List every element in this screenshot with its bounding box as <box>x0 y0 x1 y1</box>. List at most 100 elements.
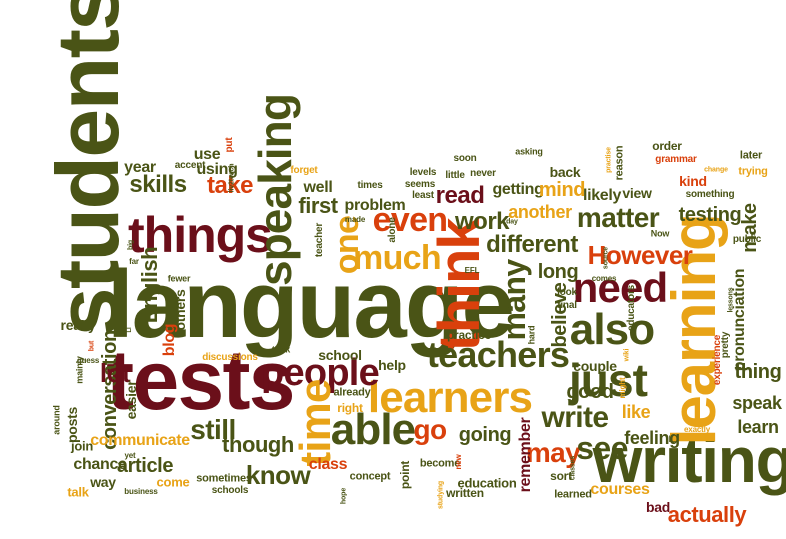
word: hard <box>526 325 537 345</box>
word: little <box>445 170 465 181</box>
word: educators <box>626 285 637 331</box>
word: LI <box>127 327 133 333</box>
word: go <box>413 414 447 445</box>
word: alone <box>387 217 398 243</box>
word: Now <box>650 228 670 239</box>
word: comes <box>591 274 617 283</box>
word: speaking <box>249 93 301 287</box>
word: really <box>60 317 96 333</box>
word: seems <box>404 179 436 190</box>
word: day <box>506 218 518 226</box>
word: big <box>127 239 135 251</box>
word: business <box>124 487 158 496</box>
word: much <box>353 239 442 277</box>
word: one <box>328 215 366 275</box>
word: using <box>196 161 238 178</box>
word: know <box>245 460 311 490</box>
word: use <box>193 146 221 163</box>
word: article <box>116 455 174 477</box>
word: need <box>572 264 669 311</box>
word: English <box>137 246 162 324</box>
word: write <box>541 401 609 434</box>
word: fewer <box>167 273 191 284</box>
word: thing <box>734 361 782 383</box>
word: times <box>357 180 383 191</box>
word: put <box>224 137 235 153</box>
word: exactly <box>683 425 711 434</box>
word: public <box>732 234 762 245</box>
word: view <box>622 185 652 201</box>
word: levels <box>409 167 437 178</box>
word: lot <box>99 358 131 388</box>
word: learners <box>367 373 533 422</box>
word: couple <box>573 358 617 374</box>
word: reason <box>613 145 626 181</box>
word: right <box>337 401 363 415</box>
word: going <box>458 424 512 446</box>
word: later <box>739 149 763 162</box>
word: took <box>271 344 291 355</box>
word: studying <box>437 480 445 510</box>
word: make <box>739 203 761 253</box>
word: courses <box>590 481 650 498</box>
word: mind <box>538 179 586 201</box>
word: talk <box>67 484 89 500</box>
word: source <box>602 246 610 270</box>
word: never <box>470 168 496 179</box>
word: bad <box>645 499 671 515</box>
word: get <box>423 345 437 356</box>
word: sort <box>550 469 572 483</box>
word: may <box>525 437 581 468</box>
word: come <box>156 474 190 490</box>
word: guess <box>76 356 100 365</box>
word: see <box>576 430 628 466</box>
word: discussions <box>202 352 258 363</box>
word: take <box>206 172 254 199</box>
word: like <box>621 402 651 422</box>
word: look <box>557 287 577 298</box>
word: year <box>124 159 156 176</box>
word: skills <box>129 171 187 198</box>
word: speak <box>732 393 782 413</box>
word: likely <box>582 187 622 204</box>
word: language <box>106 251 515 358</box>
word: able <box>330 405 416 454</box>
word: communicate <box>90 432 190 449</box>
word: feeling <box>624 428 680 448</box>
word: around <box>51 405 62 435</box>
word: sometimes <box>196 472 252 485</box>
word: least <box>412 190 434 201</box>
word: accent <box>174 160 206 171</box>
word: forget <box>290 165 318 176</box>
word: made <box>344 215 366 224</box>
word: first <box>298 193 338 218</box>
word: liv2teach <box>228 163 236 193</box>
word: school <box>318 347 362 363</box>
word: work <box>454 208 510 235</box>
word: even <box>372 201 448 239</box>
word: actually <box>667 502 747 527</box>
word: hope <box>340 487 348 505</box>
word: learned <box>554 488 592 501</box>
word: many <box>496 259 532 341</box>
word: join <box>70 438 94 454</box>
word: getting <box>492 181 544 198</box>
word: way <box>90 474 116 490</box>
word: pretty <box>720 331 731 359</box>
word: testing <box>678 204 742 226</box>
word: grammar <box>655 154 697 165</box>
word: concept <box>349 470 391 483</box>
word: far <box>129 257 139 266</box>
word: things <box>128 207 273 263</box>
word: education <box>457 475 517 491</box>
word: asking <box>515 146 543 157</box>
word: people <box>261 352 380 394</box>
word: though <box>222 432 294 457</box>
word: writing <box>592 424 786 496</box>
word: matter <box>576 202 660 233</box>
word: teacher <box>314 222 325 258</box>
word: read <box>435 182 485 209</box>
word: lessons <box>727 287 735 313</box>
word: chance <box>73 456 127 473</box>
word: already <box>333 386 371 399</box>
